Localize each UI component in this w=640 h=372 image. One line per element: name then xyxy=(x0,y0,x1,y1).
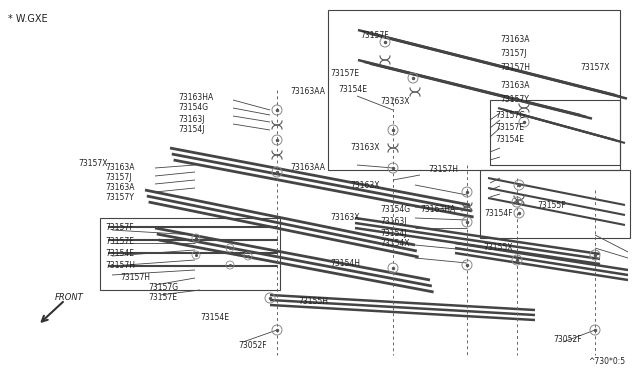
Text: 73157G: 73157G xyxy=(495,110,525,119)
Text: 73163X: 73163X xyxy=(350,180,380,189)
Text: 73163A: 73163A xyxy=(105,164,134,173)
Text: 73154J: 73154J xyxy=(178,125,205,135)
Text: 73052F: 73052F xyxy=(553,336,582,344)
Bar xyxy=(480,170,630,238)
Text: 73163J: 73163J xyxy=(178,115,205,124)
Text: ^730*0:5: ^730*0:5 xyxy=(588,357,625,366)
Text: 73163X: 73163X xyxy=(350,144,380,153)
Text: 73157Y: 73157Y xyxy=(105,193,134,202)
Text: 73154E: 73154E xyxy=(105,250,134,259)
Text: 73157J: 73157J xyxy=(105,173,131,183)
Text: 73157H: 73157H xyxy=(428,166,458,174)
Text: 73154E: 73154E xyxy=(338,84,367,93)
Text: 73154F: 73154F xyxy=(484,208,513,218)
Text: 73163HA: 73163HA xyxy=(420,205,455,215)
Bar xyxy=(100,218,280,290)
Text: 73163A: 73163A xyxy=(105,183,134,192)
Text: 73157X: 73157X xyxy=(78,158,108,167)
Text: 73157J: 73157J xyxy=(500,49,527,58)
Bar xyxy=(328,10,620,170)
Text: 73157E: 73157E xyxy=(105,237,134,246)
Text: 73157H: 73157H xyxy=(105,260,135,269)
Text: 73163AA: 73163AA xyxy=(290,87,325,96)
Text: 73157E: 73157E xyxy=(148,294,177,302)
Text: 73154X: 73154X xyxy=(380,240,410,248)
Text: 73157F: 73157F xyxy=(360,31,388,39)
Text: 73163A: 73163A xyxy=(500,80,529,90)
Text: 73155X: 73155X xyxy=(483,243,513,251)
Text: 73154J: 73154J xyxy=(380,228,406,237)
Text: 73157H: 73157H xyxy=(500,64,530,73)
Text: 73157E: 73157E xyxy=(330,68,359,77)
Text: 73157X: 73157X xyxy=(580,64,609,73)
Text: 73157F: 73157F xyxy=(105,224,134,232)
Text: * W.GXE: * W.GXE xyxy=(8,14,47,24)
Text: 73163A: 73163A xyxy=(500,35,529,45)
Text: 73154E: 73154E xyxy=(495,135,524,144)
Text: 73157H: 73157H xyxy=(120,273,150,282)
Text: 73157G: 73157G xyxy=(148,282,178,292)
Text: 73154G: 73154G xyxy=(178,103,208,112)
Text: 73163HA: 73163HA xyxy=(178,93,213,102)
Text: 73163X: 73163X xyxy=(380,97,410,106)
Text: 73155F: 73155F xyxy=(537,202,566,211)
Text: 73154H: 73154H xyxy=(330,259,360,267)
Text: 73052F: 73052F xyxy=(238,340,267,350)
Text: 73154E: 73154E xyxy=(200,312,229,321)
Text: 73155H: 73155H xyxy=(298,298,328,307)
Text: FRONT: FRONT xyxy=(55,294,84,302)
Text: 73163J: 73163J xyxy=(380,218,406,227)
Text: 73157E: 73157E xyxy=(495,122,524,131)
Text: 73163AA: 73163AA xyxy=(290,164,325,173)
Bar xyxy=(490,100,620,165)
Text: 73157Y: 73157Y xyxy=(500,94,529,103)
Text: 73163X: 73163X xyxy=(330,212,360,221)
Text: 73154G: 73154G xyxy=(380,205,410,215)
